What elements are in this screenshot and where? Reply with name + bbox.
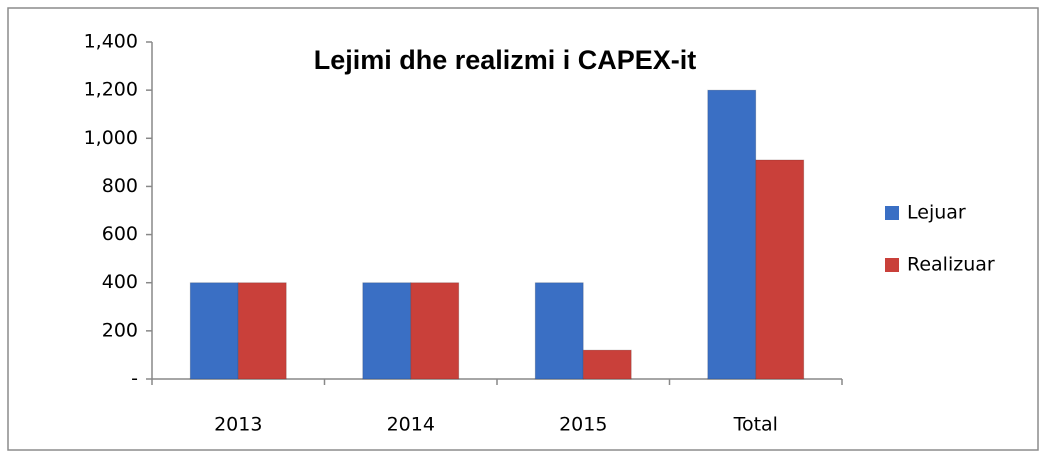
- legend-label: Realizuar: [907, 254, 995, 276]
- bar: [755, 159, 805, 380]
- y-tick-label: -: [131, 368, 138, 390]
- bar: [189, 282, 239, 380]
- y-tick-label: 1,000: [84, 127, 138, 149]
- y-tick-label: 800: [102, 175, 138, 197]
- bar: [707, 89, 757, 380]
- x-tick-label: 2013: [214, 414, 262, 436]
- bar: [362, 282, 412, 380]
- chart-frame: [7, 7, 1039, 451]
- y-tick-label: 600: [102, 223, 138, 245]
- y-tick-label: 400: [102, 271, 138, 293]
- bar: [410, 282, 460, 380]
- x-tick-label: 2014: [387, 414, 435, 436]
- x-tick-label: 2015: [559, 414, 607, 436]
- y-tick-label: 200: [102, 319, 138, 341]
- x-tick-label: Total: [733, 414, 778, 436]
- bar: [534, 282, 584, 380]
- y-tick-label: 1,200: [84, 79, 138, 101]
- chart-title: Lejimi dhe realizmi i CAPEX-it: [314, 45, 697, 75]
- bar: [237, 282, 287, 380]
- legend-swatch: [885, 206, 899, 220]
- bar: [582, 349, 632, 380]
- y-tick-label: 1,400: [84, 31, 138, 53]
- legend-label: Lejuar: [907, 202, 966, 224]
- legend-swatch: [885, 258, 899, 272]
